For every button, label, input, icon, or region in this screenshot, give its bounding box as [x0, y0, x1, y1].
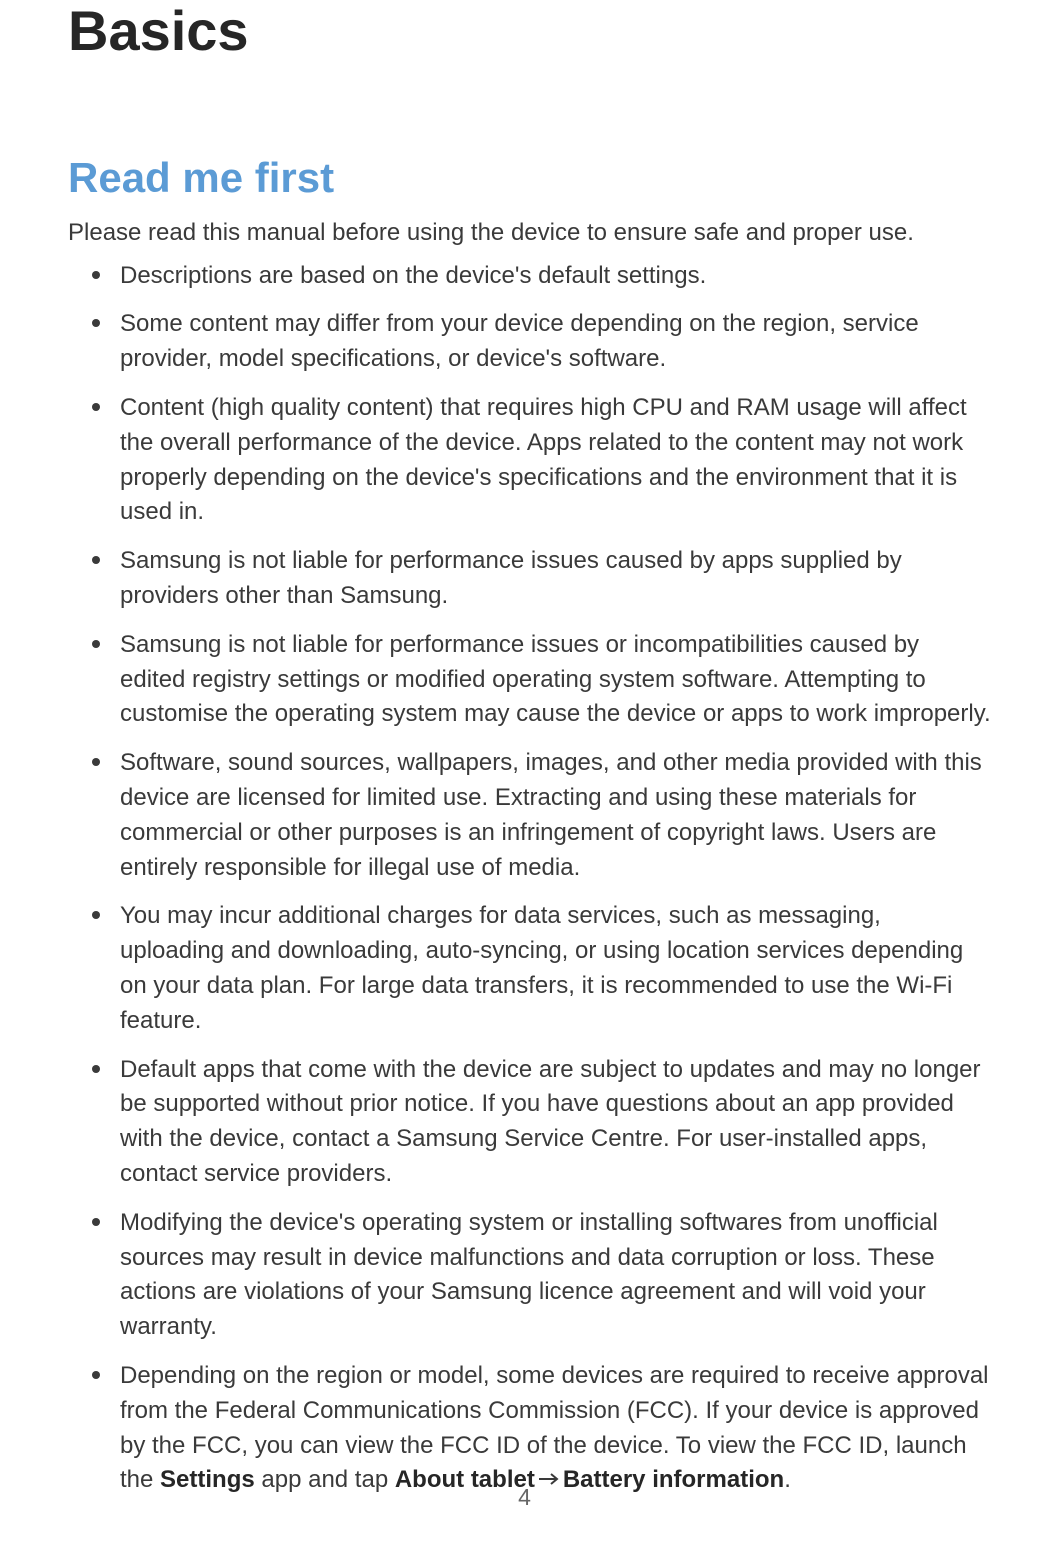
list-item: Depending on the region or model, some d… [68, 1359, 991, 1498]
chapter-title: Basics [68, 0, 991, 62]
bullet-icon [92, 271, 100, 279]
bullet-icon [92, 911, 100, 919]
bullet-icon [92, 1371, 100, 1379]
list-item: Descriptions are based on the device's d… [68, 259, 991, 294]
list-item-text: Descriptions are based on the device's d… [120, 262, 706, 289]
list-item-text: Samsung is not liable for performance is… [120, 631, 991, 728]
bullet-list: Descriptions are based on the device's d… [68, 259, 991, 1499]
list-item-text: Some content may differ from your device… [120, 310, 919, 372]
list-item-text: You may incur additional charges for dat… [120, 902, 963, 1033]
list-item: Content (high quality content) that requ… [68, 391, 991, 530]
list-item-text: Content (high quality content) that requ… [120, 394, 967, 525]
bullet-icon [92, 1218, 100, 1226]
bullet-icon [92, 319, 100, 327]
intro-paragraph: Please read this manual before using the… [68, 216, 991, 251]
list-item: Samsung is not liable for performance is… [68, 628, 991, 732]
list-item: Modifying the device's operating system … [68, 1206, 991, 1345]
list-item: Some content may differ from your device… [68, 307, 991, 377]
bullet-icon [92, 403, 100, 411]
list-item: Default apps that come with the device a… [68, 1053, 991, 1192]
list-item-text: Default apps that come with the device a… [120, 1056, 981, 1187]
bullet-icon [92, 556, 100, 564]
list-item: Software, sound sources, wallpapers, ima… [68, 746, 991, 885]
page-number: 4 [0, 1484, 1049, 1511]
bullet-icon [92, 758, 100, 766]
list-item-text: Software, sound sources, wallpapers, ima… [120, 749, 982, 880]
list-item: Samsung is not liable for performance is… [68, 544, 991, 614]
list-item: You may incur additional charges for dat… [68, 899, 991, 1038]
bullet-icon [92, 640, 100, 648]
bullet-icon [92, 1065, 100, 1073]
list-item-text: Modifying the device's operating system … [120, 1209, 938, 1340]
section-title: Read me first [68, 154, 991, 202]
manual-page: Basics Read me first Please read this ma… [0, 0, 1049, 1559]
list-item-text: Samsung is not liable for performance is… [120, 547, 902, 609]
